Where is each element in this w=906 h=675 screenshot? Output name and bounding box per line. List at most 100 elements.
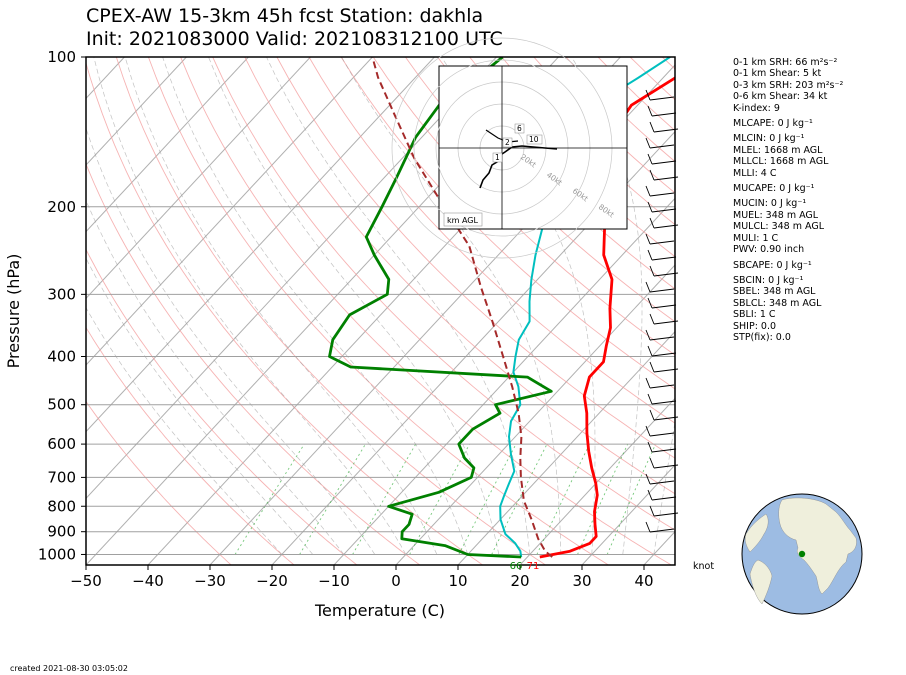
wind-barb (653, 272, 679, 277)
moist-adiabat (653, 420, 675, 555)
index-line: MULI: 1 C (733, 232, 779, 244)
wind-barb (653, 176, 679, 181)
mixing-ratio-line (536, 443, 590, 555)
hodograph-height-box (502, 137, 513, 148)
x-tick-label: −10 (318, 572, 350, 590)
isotherm (271, 130, 675, 565)
wind-barb (649, 384, 675, 389)
wind-barb (651, 448, 677, 453)
y-tick-label: 500 (47, 396, 76, 414)
wind-barb-flag (647, 489, 653, 501)
index-line: 0-1 km Shear: 5 kt (733, 68, 822, 80)
index-line: MLCIN: 0 J kg⁻¹ (733, 133, 805, 145)
wind-barb-flag (645, 425, 651, 437)
y-tick-label: 100 (47, 48, 76, 66)
wind-barb-flag (647, 297, 653, 309)
wind-barb (653, 128, 679, 133)
moist-adiabat (93, 57, 407, 555)
isotherm (86, 57, 373, 366)
y-tick-label: 700 (47, 468, 76, 486)
wind-barb-flag (647, 345, 653, 357)
index-line: 0-6 km Shear: 34 kt (733, 91, 828, 103)
wind-barb (651, 352, 677, 357)
moist-adiabat (86, 127, 376, 555)
dry-adiabat (437, 57, 675, 290)
dry-adiabat (86, 400, 232, 565)
y-tick-label: 300 (47, 285, 76, 303)
wind-barb (653, 224, 679, 229)
index-line: SBEL: 348 m AGL (733, 286, 816, 298)
dry-adiabat (180, 57, 672, 565)
wind-barb-flag (647, 249, 653, 261)
wind-barb-flag (649, 505, 655, 517)
x-tick-label: 10 (448, 572, 467, 590)
wind-barb (651, 256, 677, 261)
moist-adiabat (208, 57, 500, 555)
wind-barb (651, 304, 677, 309)
wind-barb (651, 112, 677, 117)
indices-panel: 0-1 km SRH: 66 m²s⁻² 0-1 km Shear: 5 kt 0-… (733, 57, 843, 343)
wind-barb-flag (647, 441, 653, 453)
moist-adiabat (124, 57, 438, 555)
moist-adiabat (86, 257, 314, 555)
isotherm (519, 397, 675, 565)
x-tick-label: −30 (194, 572, 226, 590)
wind-barb (653, 512, 679, 517)
index-line: SBCAPE: 0 J kg⁻¹ (733, 259, 812, 271)
dry-adiabat (86, 162, 421, 565)
hodograph-height-box (514, 123, 525, 134)
moist-adiabat (571, 57, 643, 555)
hodograph-height-label: 1 (495, 153, 500, 162)
mixing-ratio-line (491, 443, 548, 555)
isotherm (395, 264, 675, 565)
hodograph-height-box (526, 134, 543, 145)
isotherm (86, 57, 187, 166)
wind-barb (649, 480, 675, 485)
index-line: SBLCL: 348 m AGL (733, 297, 822, 309)
index-line: STP(fix): 0.0 (733, 331, 791, 343)
isotherm (581, 464, 675, 565)
x-tick-label: 40 (634, 572, 653, 590)
wind-barb (649, 192, 675, 197)
wind-barb (653, 464, 679, 469)
wind-barb-flag (647, 153, 653, 165)
mixing-ratio-line (458, 443, 517, 555)
y-tick-label: 900 (47, 523, 76, 541)
wind-barb-flag (645, 233, 651, 245)
hodograph-label: km AGL (447, 216, 479, 225)
wind-barb (649, 144, 675, 149)
chart-title-line1: CPEX-AW 15-3km 45h fcst Station: dakhla (86, 5, 484, 27)
wind-barb (649, 288, 675, 293)
wind-barb (653, 320, 679, 325)
index-line: MUCIN: 0 J kg⁻¹ (733, 198, 807, 210)
dry-adiabat (308, 57, 675, 424)
wind-barb-flag (647, 393, 653, 405)
wind-barb-flag (647, 105, 653, 117)
dry-adiabat (86, 326, 295, 565)
wind-barb-flag (645, 521, 651, 533)
chart-title-line2: Init: 2021083000 Valid: 202108312100 UTC (86, 28, 503, 50)
dry-adiabat (340, 57, 675, 390)
dry-adiabat (147, 57, 609, 565)
wind-barb-flag (649, 169, 655, 181)
wind-barb (651, 400, 677, 405)
index-line: MLLCL: 1668 m AGL (733, 156, 829, 168)
wind-barb (653, 416, 679, 421)
wind-unit-label: knot (693, 561, 714, 572)
x-tick-label: 20 (510, 572, 529, 590)
index-line: MULCL: 348 m AGL (733, 221, 825, 233)
x-tick-label: −40 (132, 572, 164, 590)
wind-barb (649, 336, 675, 341)
moist-adiabat (86, 199, 345, 555)
globe-map (741, 493, 863, 615)
x-tick-label: 30 (572, 572, 591, 590)
wind-barb-flag (645, 185, 651, 197)
index-line: MLEL: 1668 m AGL (733, 144, 823, 156)
wind-barb-flag (645, 329, 651, 341)
index-line: SHIP: 0.0 (733, 320, 777, 332)
index-line: 0-3 km SRH: 203 m²s⁻² (733, 79, 844, 91)
index-line: SBCIN: 0 J kg⁻¹ (733, 274, 804, 286)
hodograph-height-label: 6 (517, 124, 522, 133)
dry-adiabat (405, 57, 675, 323)
moist-adiabat (86, 307, 283, 555)
